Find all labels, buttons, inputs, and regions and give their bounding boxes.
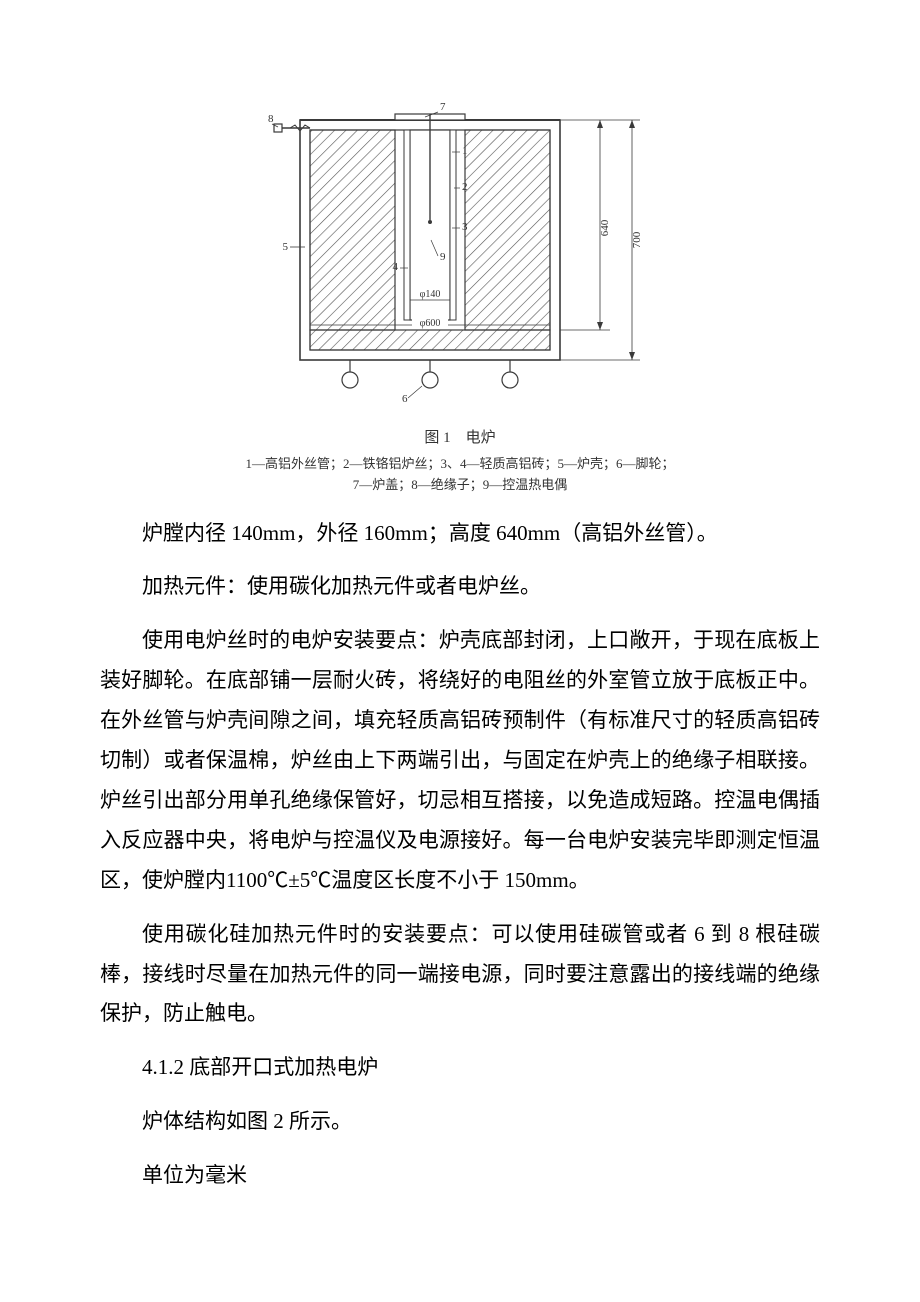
caster-right	[502, 360, 518, 388]
figure-legend-2: 7—炉盖；8—绝缘子；9—控温热电偶	[100, 475, 820, 496]
paragraph-fig2-ref: 炉体结构如图 2 所示。	[100, 1102, 820, 1142]
figure-1: 5 φ140 φ600	[100, 100, 820, 496]
caster-mid	[422, 360, 438, 388]
paragraph-wire-install: 使用电炉丝时的电炉安装要点：炉壳底部封闭，上口敞开，于现在底板上装好脚轮。在底部…	[100, 621, 820, 900]
dim-phi140: φ140	[420, 289, 441, 300]
paragraph-chamber-dims: 炉膛内径 140mm，外径 160mm；高度 640mm（高铝外丝管）。	[100, 514, 820, 554]
caster-left	[342, 360, 358, 388]
paragraph-unit-mm: 单位为毫米	[100, 1156, 820, 1196]
callout-4: 4	[393, 261, 399, 273]
callout-5: 5	[283, 241, 289, 253]
callout-8: 8	[268, 113, 274, 125]
callout-6: 6	[402, 393, 408, 405]
callout-9: 9	[440, 251, 446, 263]
paragraph-heating-element: 加热元件：使用碳化加热元件或者电炉丝。	[100, 567, 820, 607]
callout-7: 7	[440, 101, 446, 113]
figure-legend-1: 1—高铝外丝管；2—铁铬铝炉丝；3、4—轻质高铝砖；5—炉壳；6—脚轮；	[100, 454, 820, 475]
dim-phi600: φ600	[420, 318, 441, 329]
figure-title: 图 1 电炉	[100, 426, 820, 450]
furnace-diagram: 5 φ140 φ600	[240, 100, 680, 420]
dim-700: 700	[631, 231, 643, 248]
page: 5 φ140 φ600	[0, 0, 920, 1270]
dim-640: 640	[599, 219, 611, 236]
callout-2: 2	[462, 181, 468, 193]
callout-1: 1	[462, 145, 468, 157]
heading-4-1-2: 4.1.2 底部开口式加热电炉	[100, 1048, 820, 1088]
callout-3: 3	[462, 221, 468, 233]
paragraph-sic-install: 使用碳化硅加热元件时的安装要点：可以使用硅碳管或者 6 到 8 根硅碳棒，接线时…	[100, 915, 820, 1035]
figure-caption: 图 1 电炉 1—高铝外丝管；2—铁铬铝炉丝；3、4—轻质高铝砖；5—炉壳；6—…	[100, 426, 820, 496]
